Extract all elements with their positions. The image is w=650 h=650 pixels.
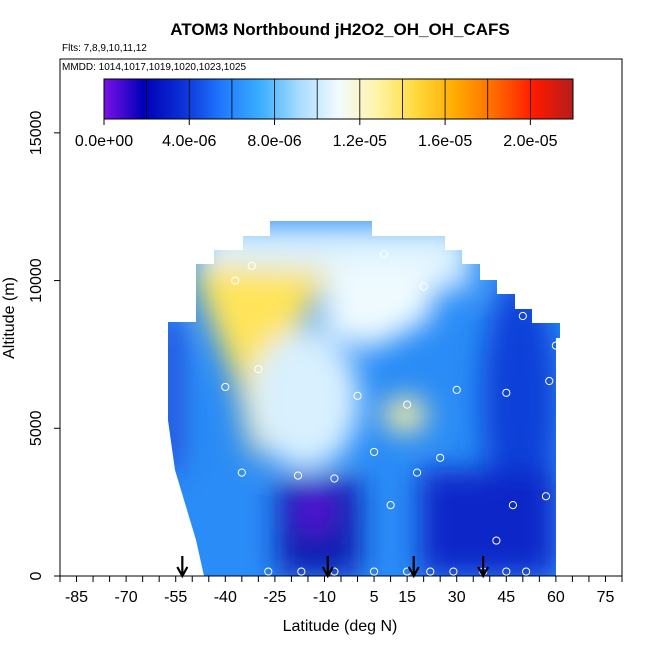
colorbar: [103, 78, 574, 120]
colorbar-tick-label: 2.0e-05: [503, 133, 557, 150]
sample-point: [449, 567, 458, 576]
sample-point: [502, 388, 511, 397]
sample-point: [565, 359, 574, 368]
y-axis: 0 5000 10000 15000: [28, 111, 60, 580]
sample-point: [379, 249, 389, 259]
sample-point: [330, 474, 339, 483]
sample-points: [221, 199, 574, 576]
sample-point: [221, 382, 230, 392]
heatmap-field: [168, 221, 560, 576]
sample-point: [369, 567, 379, 576]
sample-point: [522, 567, 531, 576]
y-axis-label: Altitude (m): [1, 277, 18, 359]
x-tick-label: 45: [497, 589, 515, 606]
x-tick-label: 75: [597, 589, 615, 606]
x-axis: -85 -70 -55 -40 -25 -10 5 15 30 45 60 75: [59, 576, 623, 606]
x-tick-label: -10: [313, 589, 336, 606]
colorbar-tick-label: 8.0e-06: [247, 133, 301, 150]
colorbar-tick-label: 4.0e-06: [162, 133, 216, 150]
colorbar-tick-label: 0.0e+00: [75, 133, 133, 150]
sample-point: [293, 471, 303, 480]
colorbar-tick-label: 1.6e-05: [418, 133, 472, 150]
x-tick-label: -25: [263, 589, 286, 606]
sample-point: [502, 567, 511, 576]
y-tick-label: 15000: [28, 111, 45, 156]
sample-point: [558, 415, 567, 424]
x-tick-label: 15: [398, 589, 416, 606]
colorbar-ticks: 0.0e+00 4.0e-06 8.0e-06 1.2e-05 1.6e-05 2.0e-…: [75, 119, 558, 150]
sample-point: [231, 276, 240, 285]
profile-arrow: [407, 556, 420, 579]
sample-point: [369, 447, 379, 457]
sample-point: [419, 282, 428, 291]
flights-label: Flts: 7,8,9,10,11,12: [62, 43, 147, 54]
x-tick-label: -85: [65, 589, 88, 606]
sample-point: [508, 500, 518, 510]
field-yellow-patch: [383, 397, 427, 433]
y-tick-label: 10000: [28, 258, 45, 303]
sample-point: [452, 385, 461, 394]
field-surface-dark: [420, 470, 556, 576]
dates-label: MMDD: 1014,1017,1019,1020,1023,1025: [62, 62, 246, 73]
colorbar-tick-label: 1.2e-05: [333, 133, 387, 150]
x-tick-label: 30: [448, 589, 466, 606]
sample-point: [237, 468, 246, 477]
profile-arrow: [176, 556, 189, 579]
colorbar-dividers: [146, 79, 531, 119]
x-tick-label: 60: [547, 589, 565, 606]
sample-point: [254, 365, 263, 374]
x-tick-label: -55: [164, 589, 187, 606]
field-left-edge: [168, 320, 180, 470]
y-tick-label: 0: [28, 571, 45, 580]
sample-point: [551, 341, 560, 350]
x-axis-label: Latitude (deg N): [283, 618, 398, 635]
sample-point: [403, 400, 412, 409]
x-tick-label: 5: [370, 589, 379, 606]
profile-markers: [176, 556, 490, 579]
sample-point: [297, 567, 306, 576]
sample-point: [545, 376, 554, 386]
x-tick-label: -70: [115, 589, 138, 606]
field-purple-core: [299, 486, 331, 534]
sample-point: [541, 492, 551, 501]
sample-point: [492, 536, 501, 545]
sample-point: [518, 311, 527, 321]
chart-title: ATOM3 Northbound jH2O2_OH_OH_CAFS: [170, 20, 509, 39]
sample-point: [307, 199, 316, 208]
field-mid-light: [250, 330, 360, 470]
sample-point: [247, 261, 256, 270]
sample-point: [264, 567, 273, 576]
y-tick-label: 5000: [28, 410, 45, 446]
sample-point: [412, 468, 422, 477]
sample-point: [436, 453, 445, 462]
field-light-band: [320, 260, 440, 350]
profile-arrow: [477, 556, 490, 579]
sample-point: [386, 500, 395, 510]
profile-arrow: [321, 556, 334, 579]
field-right-blue: [482, 280, 558, 520]
x-tick-label: -40: [214, 589, 237, 606]
sample-point: [353, 391, 362, 400]
sample-point: [426, 567, 435, 576]
